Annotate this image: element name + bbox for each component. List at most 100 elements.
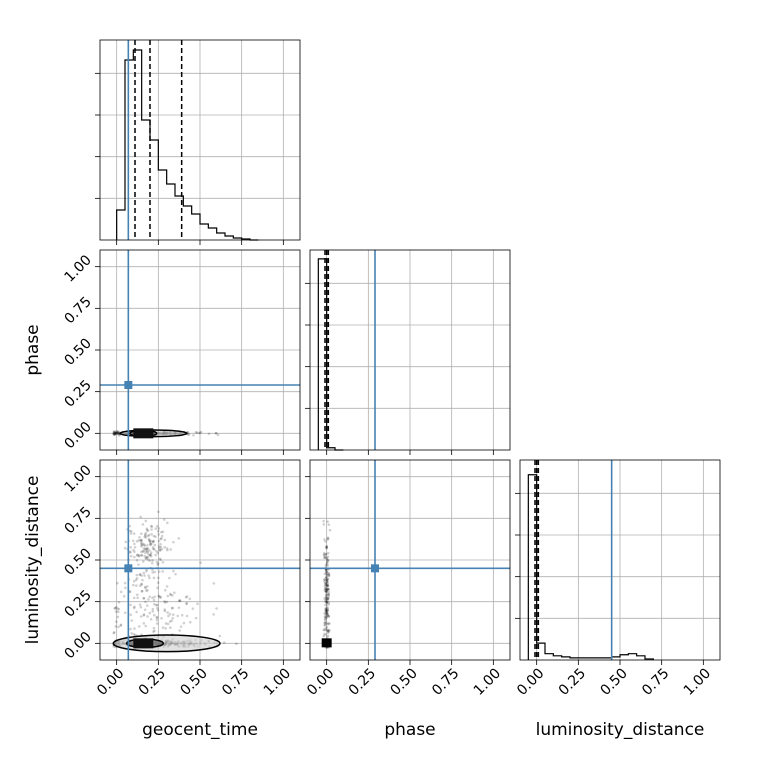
scatter-point (141, 523, 145, 526)
scatter-point (324, 546, 328, 549)
scatter-point (189, 620, 192, 624)
scatter-point (133, 545, 137, 549)
scatter-point (168, 612, 172, 616)
scatter-point (132, 633, 136, 636)
scatter-point (327, 601, 330, 604)
scatter-point (165, 547, 169, 550)
scatter-point (323, 578, 326, 581)
scatter-point (122, 594, 126, 598)
histogram-step-line (116, 49, 259, 241)
scatter-point (326, 577, 330, 581)
scatter-point (325, 585, 328, 589)
scatter-point (113, 433, 116, 437)
scatter-point (159, 595, 162, 599)
scatter-point (327, 572, 331, 575)
scatter-point (328, 528, 332, 532)
scatter-point (140, 583, 144, 586)
scatter-point (140, 550, 143, 554)
scatter-point (198, 431, 202, 435)
scatter-point (327, 588, 330, 592)
scatter-point (152, 598, 156, 602)
scatter-point (156, 608, 160, 612)
x-tick-label: 0.50 (387, 666, 420, 699)
x-tick-label: 0.25 (136, 666, 169, 699)
scatter-point (326, 628, 330, 632)
scatter-point (323, 584, 327, 588)
scatter-point (324, 565, 328, 568)
scatter-point (147, 558, 150, 561)
scatter-point (326, 608, 330, 612)
scatter-point (140, 532, 143, 535)
scatter-point (124, 540, 128, 544)
scatter-point (143, 574, 146, 577)
scatter-point (161, 530, 165, 534)
scatter-point (326, 584, 330, 587)
scatter-point (161, 570, 165, 573)
scatter-point (325, 593, 328, 597)
x-tick-label: 1.00 (681, 666, 714, 699)
scatter-point (166, 611, 169, 614)
scatter-point (116, 581, 119, 585)
scatter-point (171, 613, 175, 616)
scatter-point (166, 548, 169, 552)
histogram-panel-luminosity_distance: 0.00 0.25 0.50 0.75 1.00 (514, 459, 721, 699)
scatter-point (326, 537, 330, 540)
scatter-point (159, 558, 163, 562)
scatter-point (324, 581, 327, 585)
scatter-point (148, 554, 151, 557)
y-tick-label: 0.75 (61, 504, 94, 537)
scatter-point (129, 545, 133, 549)
scatter-point (169, 592, 172, 596)
scatter-point (326, 631, 330, 635)
scatter-point (146, 549, 149, 553)
scatter-point (326, 584, 330, 588)
scatter-point (139, 615, 143, 618)
scatter-point (160, 547, 164, 551)
scatter-point (161, 626, 165, 629)
scatter-point (157, 527, 161, 530)
scatter-point (128, 550, 132, 553)
scatter-point (326, 609, 329, 612)
scatter-point (128, 524, 132, 528)
scatter-point (145, 589, 148, 592)
scatter-point (150, 532, 153, 536)
scatter-point (133, 605, 136, 608)
scatter-point (145, 569, 148, 573)
scatter-point (326, 572, 330, 576)
scatter-point (327, 593, 330, 596)
scatter-point (325, 575, 328, 579)
scatter-point (163, 601, 167, 604)
scatter-point (324, 606, 328, 610)
scatter-point (324, 583, 327, 586)
scatter-point (153, 595, 156, 599)
scatter-point (142, 547, 145, 550)
scatter-point (138, 584, 142, 588)
scatter-point (115, 431, 119, 435)
scatter-point (326, 583, 329, 587)
scatter-point (163, 588, 167, 592)
scatter-point (326, 579, 329, 582)
scatter-point (323, 618, 327, 621)
scatter-point (326, 622, 330, 626)
scatter-point (325, 557, 329, 561)
scatter-point (165, 600, 169, 604)
scatter-point (140, 574, 143, 577)
scatter-point (144, 549, 147, 552)
scatter-point (323, 572, 327, 576)
scatter-point (326, 558, 330, 562)
x-tick-label: 0.25 (556, 666, 589, 699)
scatter-point (327, 615, 331, 618)
scatter-point (325, 590, 328, 593)
scatter-point (323, 599, 327, 603)
scatter-point (326, 582, 330, 585)
scatter-point (325, 600, 328, 604)
scatter-point (325, 588, 329, 592)
x-tick-label: 1.00 (471, 666, 504, 699)
y-tick-label: 0.50 (61, 336, 94, 369)
scatter-point (166, 594, 170, 598)
scatter-point (327, 614, 330, 618)
scatter-point (325, 601, 329, 604)
scatter-point (166, 521, 169, 525)
scatter-panel-luminosity_distance_vs_geocent_time: 0.00 0.25 0.50 0.75 1.000.000.250.500.751.00 (61, 459, 301, 699)
scatter-point (132, 532, 136, 535)
